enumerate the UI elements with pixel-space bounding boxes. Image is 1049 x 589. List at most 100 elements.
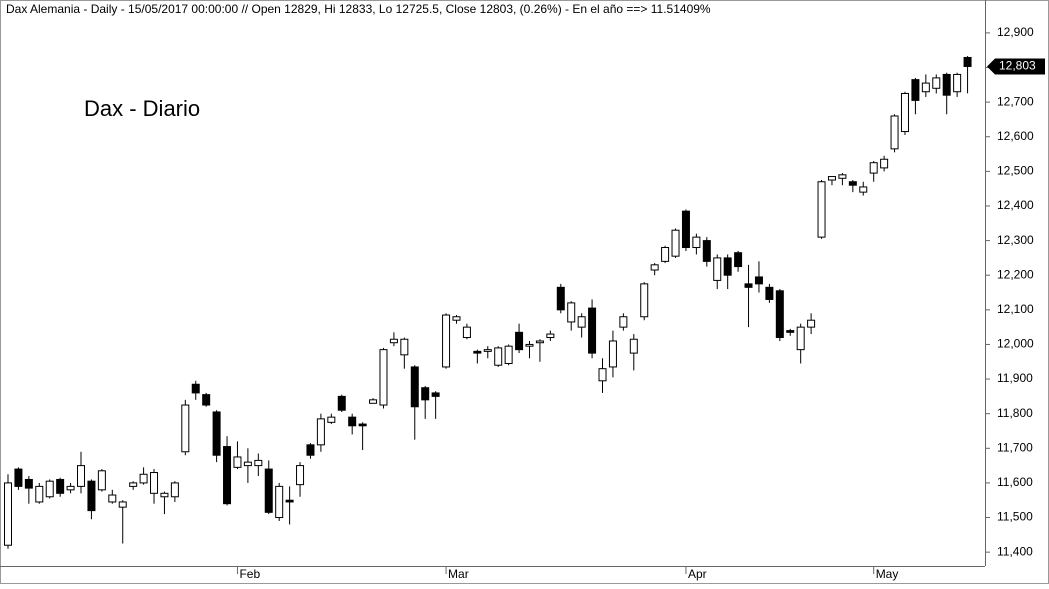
price-marker-label: 12,803	[999, 59, 1036, 73]
y-tick-label: 12,100	[997, 302, 1034, 316]
candle-body	[327, 416, 336, 423]
candle-body	[921, 82, 930, 93]
candle-body	[108, 494, 117, 503]
chart-title: Dax Alemania - Daily - 15/05/2017 00:00:…	[6, 2, 711, 16]
candle-body	[671, 229, 680, 257]
candle-body	[546, 333, 555, 339]
candle-body	[139, 473, 148, 484]
candle-body	[692, 236, 701, 249]
candle-body	[515, 331, 524, 351]
candle-body	[890, 115, 899, 150]
candle-body	[358, 423, 367, 427]
candle-body	[223, 446, 232, 505]
y-tick-label: 12,700	[997, 94, 1034, 108]
candle-body	[35, 485, 44, 503]
y-tick-label: 11,600	[997, 475, 1033, 489]
candle-body	[504, 345, 513, 364]
candle-body	[254, 459, 263, 467]
candle-body	[66, 485, 75, 491]
candle-body	[296, 465, 305, 486]
candle-body	[379, 349, 388, 406]
candle-body	[316, 418, 325, 446]
candle-body	[775, 290, 784, 339]
candle-body	[807, 319, 816, 328]
candle-body	[129, 482, 138, 487]
candle-body	[369, 399, 378, 404]
candle-body	[869, 162, 878, 174]
candle-body	[97, 470, 106, 491]
candle-body	[567, 302, 576, 323]
candle-body	[650, 264, 659, 271]
candle-body	[817, 181, 826, 238]
y-tick-label: 12,600	[997, 129, 1034, 143]
candle-body	[525, 343, 534, 347]
y-tick-label: 12,300	[997, 233, 1034, 247]
candle-body	[796, 326, 805, 351]
candle-body	[181, 404, 190, 453]
candle-body	[452, 316, 461, 321]
candle-body	[212, 411, 221, 456]
y-tick-label: 11,500	[997, 510, 1033, 524]
x-tick-label: Mar	[448, 567, 469, 581]
candle-body	[681, 210, 690, 249]
candle-body	[170, 482, 179, 498]
candle-body	[45, 480, 54, 498]
y-tick-label: 12,900	[997, 25, 1034, 39]
candle-body	[661, 247, 670, 262]
candle-body	[202, 394, 211, 406]
candle-body	[588, 307, 597, 354]
candle-body	[786, 330, 795, 333]
candle-body	[629, 338, 638, 354]
candle-body	[14, 468, 23, 487]
candle-body	[56, 478, 65, 494]
candle-body	[77, 465, 86, 487]
x-tick-label: Apr	[688, 567, 707, 581]
candle-body	[483, 349, 492, 352]
candle-body	[598, 368, 607, 382]
candle-body	[900, 92, 909, 133]
candle-body	[150, 472, 159, 494]
candle-body	[191, 383, 200, 394]
candle-body	[285, 499, 294, 503]
y-tick-label: 12,500	[997, 164, 1034, 178]
annotation: Dax - Diario	[84, 96, 200, 121]
y-tick-label: 11,700	[997, 440, 1033, 454]
candle-body	[880, 158, 889, 169]
y-tick-label: 11,800	[997, 406, 1033, 420]
x-tick-label: May	[876, 567, 899, 581]
candle-body	[4, 482, 12, 546]
candle-body	[243, 461, 252, 467]
y-tick-label: 12,200	[997, 267, 1034, 281]
candle-body	[911, 79, 920, 101]
candle-body	[442, 314, 451, 368]
candle-body	[337, 395, 346, 411]
candle-body	[838, 174, 847, 179]
candle-body	[264, 468, 273, 513]
candle-body	[963, 56, 972, 67]
candle-body	[577, 316, 586, 328]
candle-body	[765, 286, 774, 300]
candle-body	[827, 176, 836, 181]
y-tick-label: 12,000	[997, 337, 1034, 351]
candle-body	[421, 387, 430, 401]
candle-body	[118, 501, 127, 508]
candle-body	[932, 77, 941, 89]
y-tick-label: 11,400	[997, 544, 1033, 558]
candle-body	[348, 416, 357, 427]
price-marker	[987, 58, 1045, 75]
candle-body	[744, 283, 753, 288]
candle-body	[275, 485, 284, 519]
candle-body	[462, 326, 471, 339]
candle-body	[410, 366, 419, 408]
candle-body	[400, 338, 409, 356]
candle-body	[754, 276, 763, 285]
candle-body	[233, 456, 242, 468]
candle-body	[848, 181, 857, 186]
y-tick-label: 11,900	[997, 371, 1033, 385]
candle-body	[160, 492, 169, 498]
candle-body	[473, 350, 482, 354]
candle-body	[535, 340, 544, 344]
candle-body	[306, 444, 315, 456]
